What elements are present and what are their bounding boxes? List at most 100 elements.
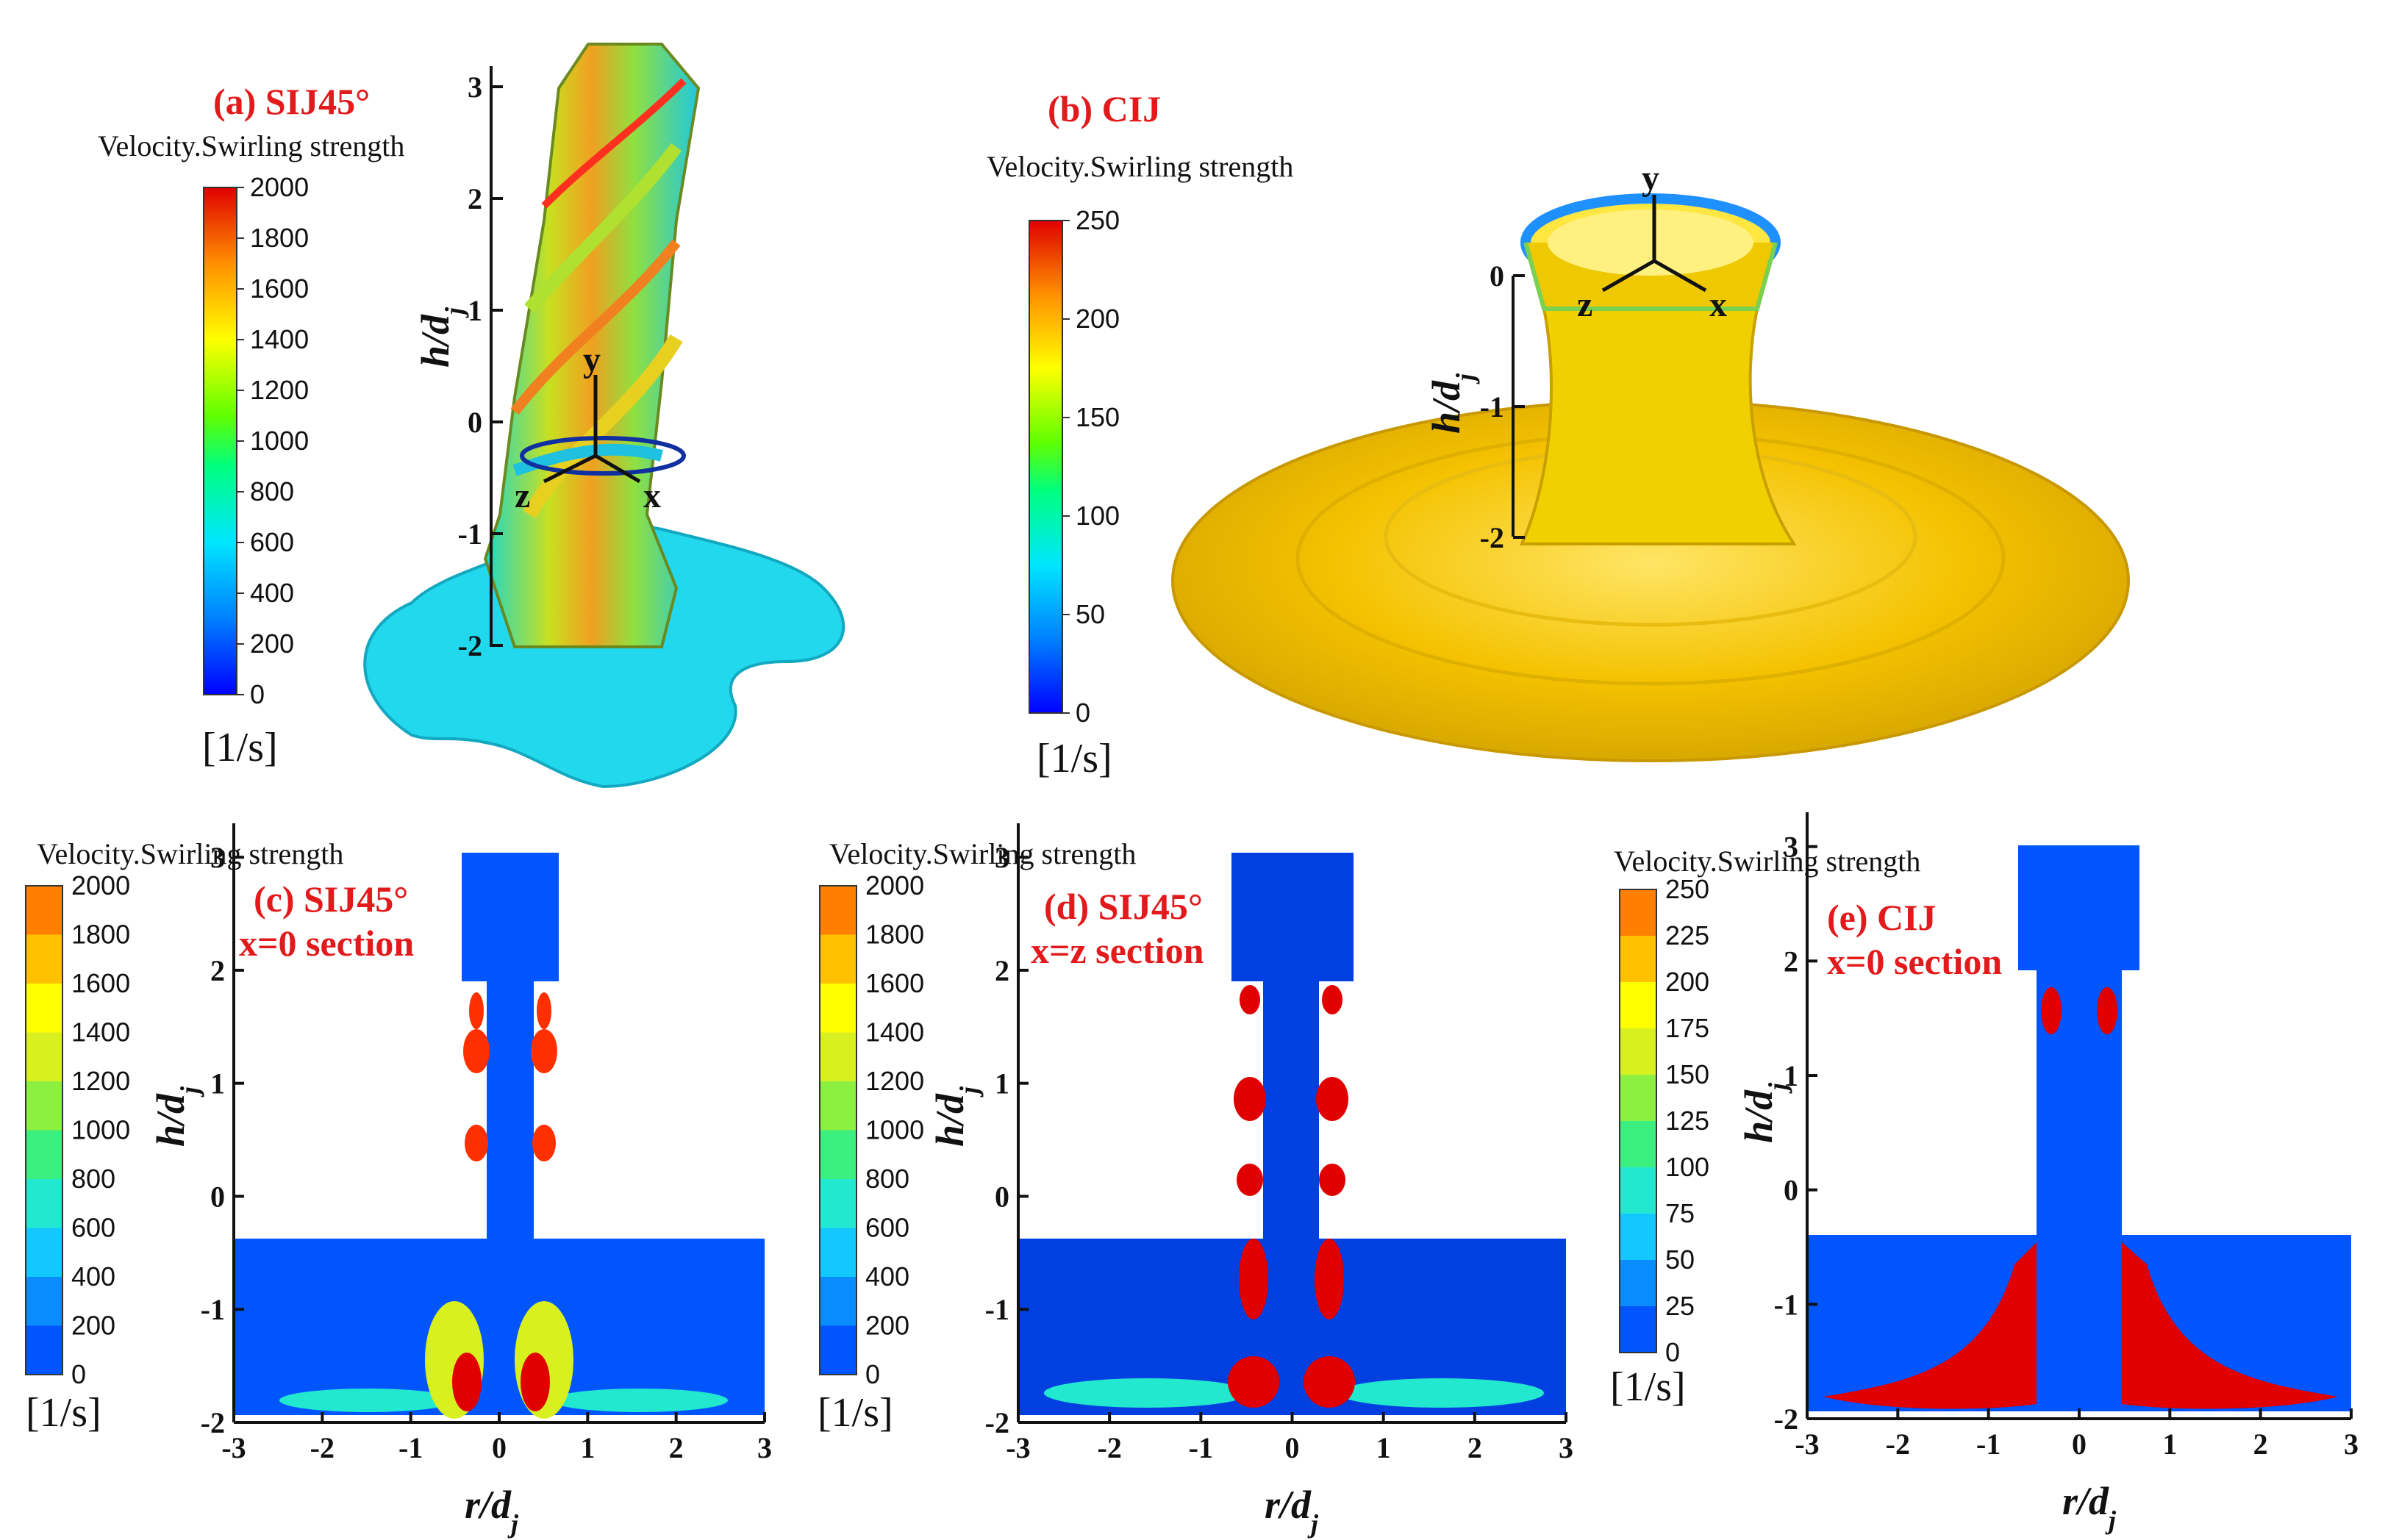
panel-e-x-tick-1: 1: [2162, 1428, 2177, 1461]
panel-e-legend-tick-150: 150: [1665, 1059, 1709, 1089]
panel-e-legend-band: [1620, 1075, 1656, 1121]
panel-a-legend-title: Velocity.Swirling strength: [98, 129, 404, 162]
panel-c-legend-tick-800: 800: [71, 1164, 115, 1194]
panel-a-title: (a) SIJ45°: [213, 81, 370, 122]
panel-e-legend-band: [1620, 936, 1656, 982]
panel-d-x-tick-3: 3: [1559, 1431, 1573, 1464]
panel-b-title: (b) CIJ: [1048, 88, 1161, 129]
panel-c-legend-tick-600: 600: [71, 1213, 115, 1243]
panel-c-legend-tick-0: 0: [71, 1359, 86, 1389]
panel-a-legend-tick-2000: 2000: [250, 172, 309, 202]
panel-a-legend-tick-1800: 1800: [250, 223, 309, 253]
panel-d-y-tick-0: 0: [995, 1180, 1009, 1213]
panel-a-isosurface: [363, 43, 845, 789]
panel-c-subtitle: x=0 section: [239, 923, 414, 964]
panel-c-x-label: r/dj: [465, 1483, 519, 1539]
panel-e-title: (e) CIJ: [1827, 897, 1937, 938]
panel-c-unit: [1/s]: [26, 1390, 101, 1436]
panel-b: (b) CIJ Velocity.Swirling strength 250 20…: [987, 88, 2130, 781]
panel-d-legend-title: Velocity.Swirling strength: [829, 837, 1136, 870]
panel-e-y-tick--1: -1: [1774, 1288, 1798, 1321]
panel-d-x-tick-1: 1: [1376, 1431, 1391, 1464]
panel-c-x-tick--1: -1: [398, 1431, 423, 1464]
panel-d-legend-tick-1800: 1800: [865, 920, 924, 950]
panel-a-y-tick-1: 1: [468, 294, 482, 327]
panel-d-legend-band: [820, 1325, 857, 1375]
panel-d-subtitle: x=z section: [1031, 930, 1204, 971]
panel-d-x-tick--1: -1: [1189, 1431, 1213, 1464]
panel-a-y-tick--1: -1: [458, 517, 482, 551]
panel-a-y-tick-2: 2: [468, 182, 482, 215]
panel-d-legend-tick-600: 600: [865, 1213, 909, 1243]
panel-c-title: (c) SIJ45°: [254, 878, 408, 920]
panel-b-legend-tick-200: 200: [1076, 304, 1120, 334]
panel-c-legend-band: [26, 1081, 62, 1131]
panel-e-y-label: h/dj: [1737, 1082, 1792, 1143]
panel-b-y-letter: y: [1642, 159, 1659, 198]
panel-d-legend-band: [820, 1228, 857, 1277]
panel-d-x-tick-2: 2: [1467, 1431, 1482, 1464]
panel-e-x-tick--1: -1: [1976, 1428, 2000, 1461]
panel-e-x-tick-2: 2: [2253, 1428, 2268, 1461]
panel-c-legend-band: [26, 934, 62, 984]
panel-e-subtitle: x=0 section: [1827, 941, 2002, 982]
panel-c-legend-band: [26, 886, 62, 935]
panel-c-legend-tick-400: 400: [71, 1261, 115, 1292]
panel-a-y-tick-3: 3: [468, 71, 482, 104]
panel-a-legend-tick-200: 200: [250, 628, 294, 659]
panel-d-legend-tick-2000: 2000: [865, 870, 924, 900]
panel-e-legend-band: [1620, 1121, 1656, 1167]
panel-d-y-tick--1: -1: [985, 1293, 1009, 1326]
panel-a-legend-tick-1600: 1600: [250, 273, 309, 304]
panel-c-legend-tick-1200: 1200: [71, 1066, 130, 1096]
panel-d-y-tick--2: -2: [985, 1406, 1009, 1439]
panel-b-y-label: h/dj: [1424, 373, 1480, 434]
panel-e-x-tick--2: -2: [1886, 1428, 1910, 1461]
panel-e-legend-tick-50: 50: [1665, 1244, 1695, 1275]
panel-e-legend-band: [1620, 1260, 1656, 1306]
panel-c-x-tick-1: 1: [580, 1431, 595, 1464]
panel-a-legend-tick-1400: 1400: [250, 324, 309, 354]
panel-b-axis-ticks: 0 -1 -2: [1480, 259, 1525, 554]
panel-e-y-tick--2: -2: [1774, 1403, 1798, 1436]
panel-b-legend-tick-250: 250: [1076, 205, 1120, 235]
panel-c-legend-band: [26, 1032, 62, 1081]
panel-d-legend-tick-1400: 1400: [865, 1017, 924, 1047]
panel-c-x-tick-3: 3: [757, 1431, 772, 1464]
panel-c-legend-tick-1800: 1800: [71, 920, 130, 950]
panel-a-unit: [1/s]: [202, 725, 278, 770]
panel-e-x-tick-3: 3: [2344, 1428, 2359, 1461]
panel-d-legend-band: [820, 1277, 857, 1326]
panel-d-legend-tick-800: 800: [865, 1164, 909, 1194]
panel-c-legend-tick-2000: 2000: [71, 870, 130, 900]
panel-c-y-tick-2: 2: [210, 954, 225, 987]
panel-b-legend-title: Velocity.Swirling strength: [987, 150, 1293, 183]
panel-d-legend-band: [820, 984, 857, 1033]
panel-e-legend-tick-125: 125: [1665, 1106, 1709, 1136]
panel-e-legend-band: [1620, 1306, 1656, 1353]
panel-a-y-label: h/dj: [413, 307, 469, 368]
panel-b-z-letter: z: [1577, 285, 1592, 324]
panel-b-colorbar: [1029, 220, 1063, 714]
panel-e-unit: [1/s]: [1610, 1364, 1686, 1410]
panel-c-legend-tick-1000: 1000: [71, 1115, 130, 1145]
panel-c-y-tick--2: -2: [201, 1406, 225, 1439]
panel-c-legend-tick-1600: 1600: [71, 968, 130, 998]
panel-e-y-tick-2: 2: [1784, 945, 1798, 978]
panel-c-y-tick--1: -1: [201, 1293, 225, 1326]
panel-a-legend-tick-1000: 1000: [250, 426, 309, 456]
panel-e-legend-tick-175: 175: [1665, 1013, 1709, 1043]
panel-a-axes-triad: [543, 375, 641, 484]
panel-d-legend-tick-0: 0: [865, 1359, 880, 1389]
panel-c-contour: [234, 853, 765, 1419]
panel-d-legend-band: [820, 1081, 857, 1131]
panel-a-axis-ticks: 3 2 1 0 -1 -2: [458, 71, 503, 662]
panel-c-y-tick-3: 3: [210, 841, 225, 874]
panel-d-title: (d) SIJ45°: [1044, 886, 1203, 927]
panel-b-legend-tick-50: 50: [1076, 599, 1105, 629]
panel-e-legend-tick-200: 200: [1665, 967, 1709, 997]
panel-e-legend-tick-25: 25: [1665, 1291, 1695, 1321]
